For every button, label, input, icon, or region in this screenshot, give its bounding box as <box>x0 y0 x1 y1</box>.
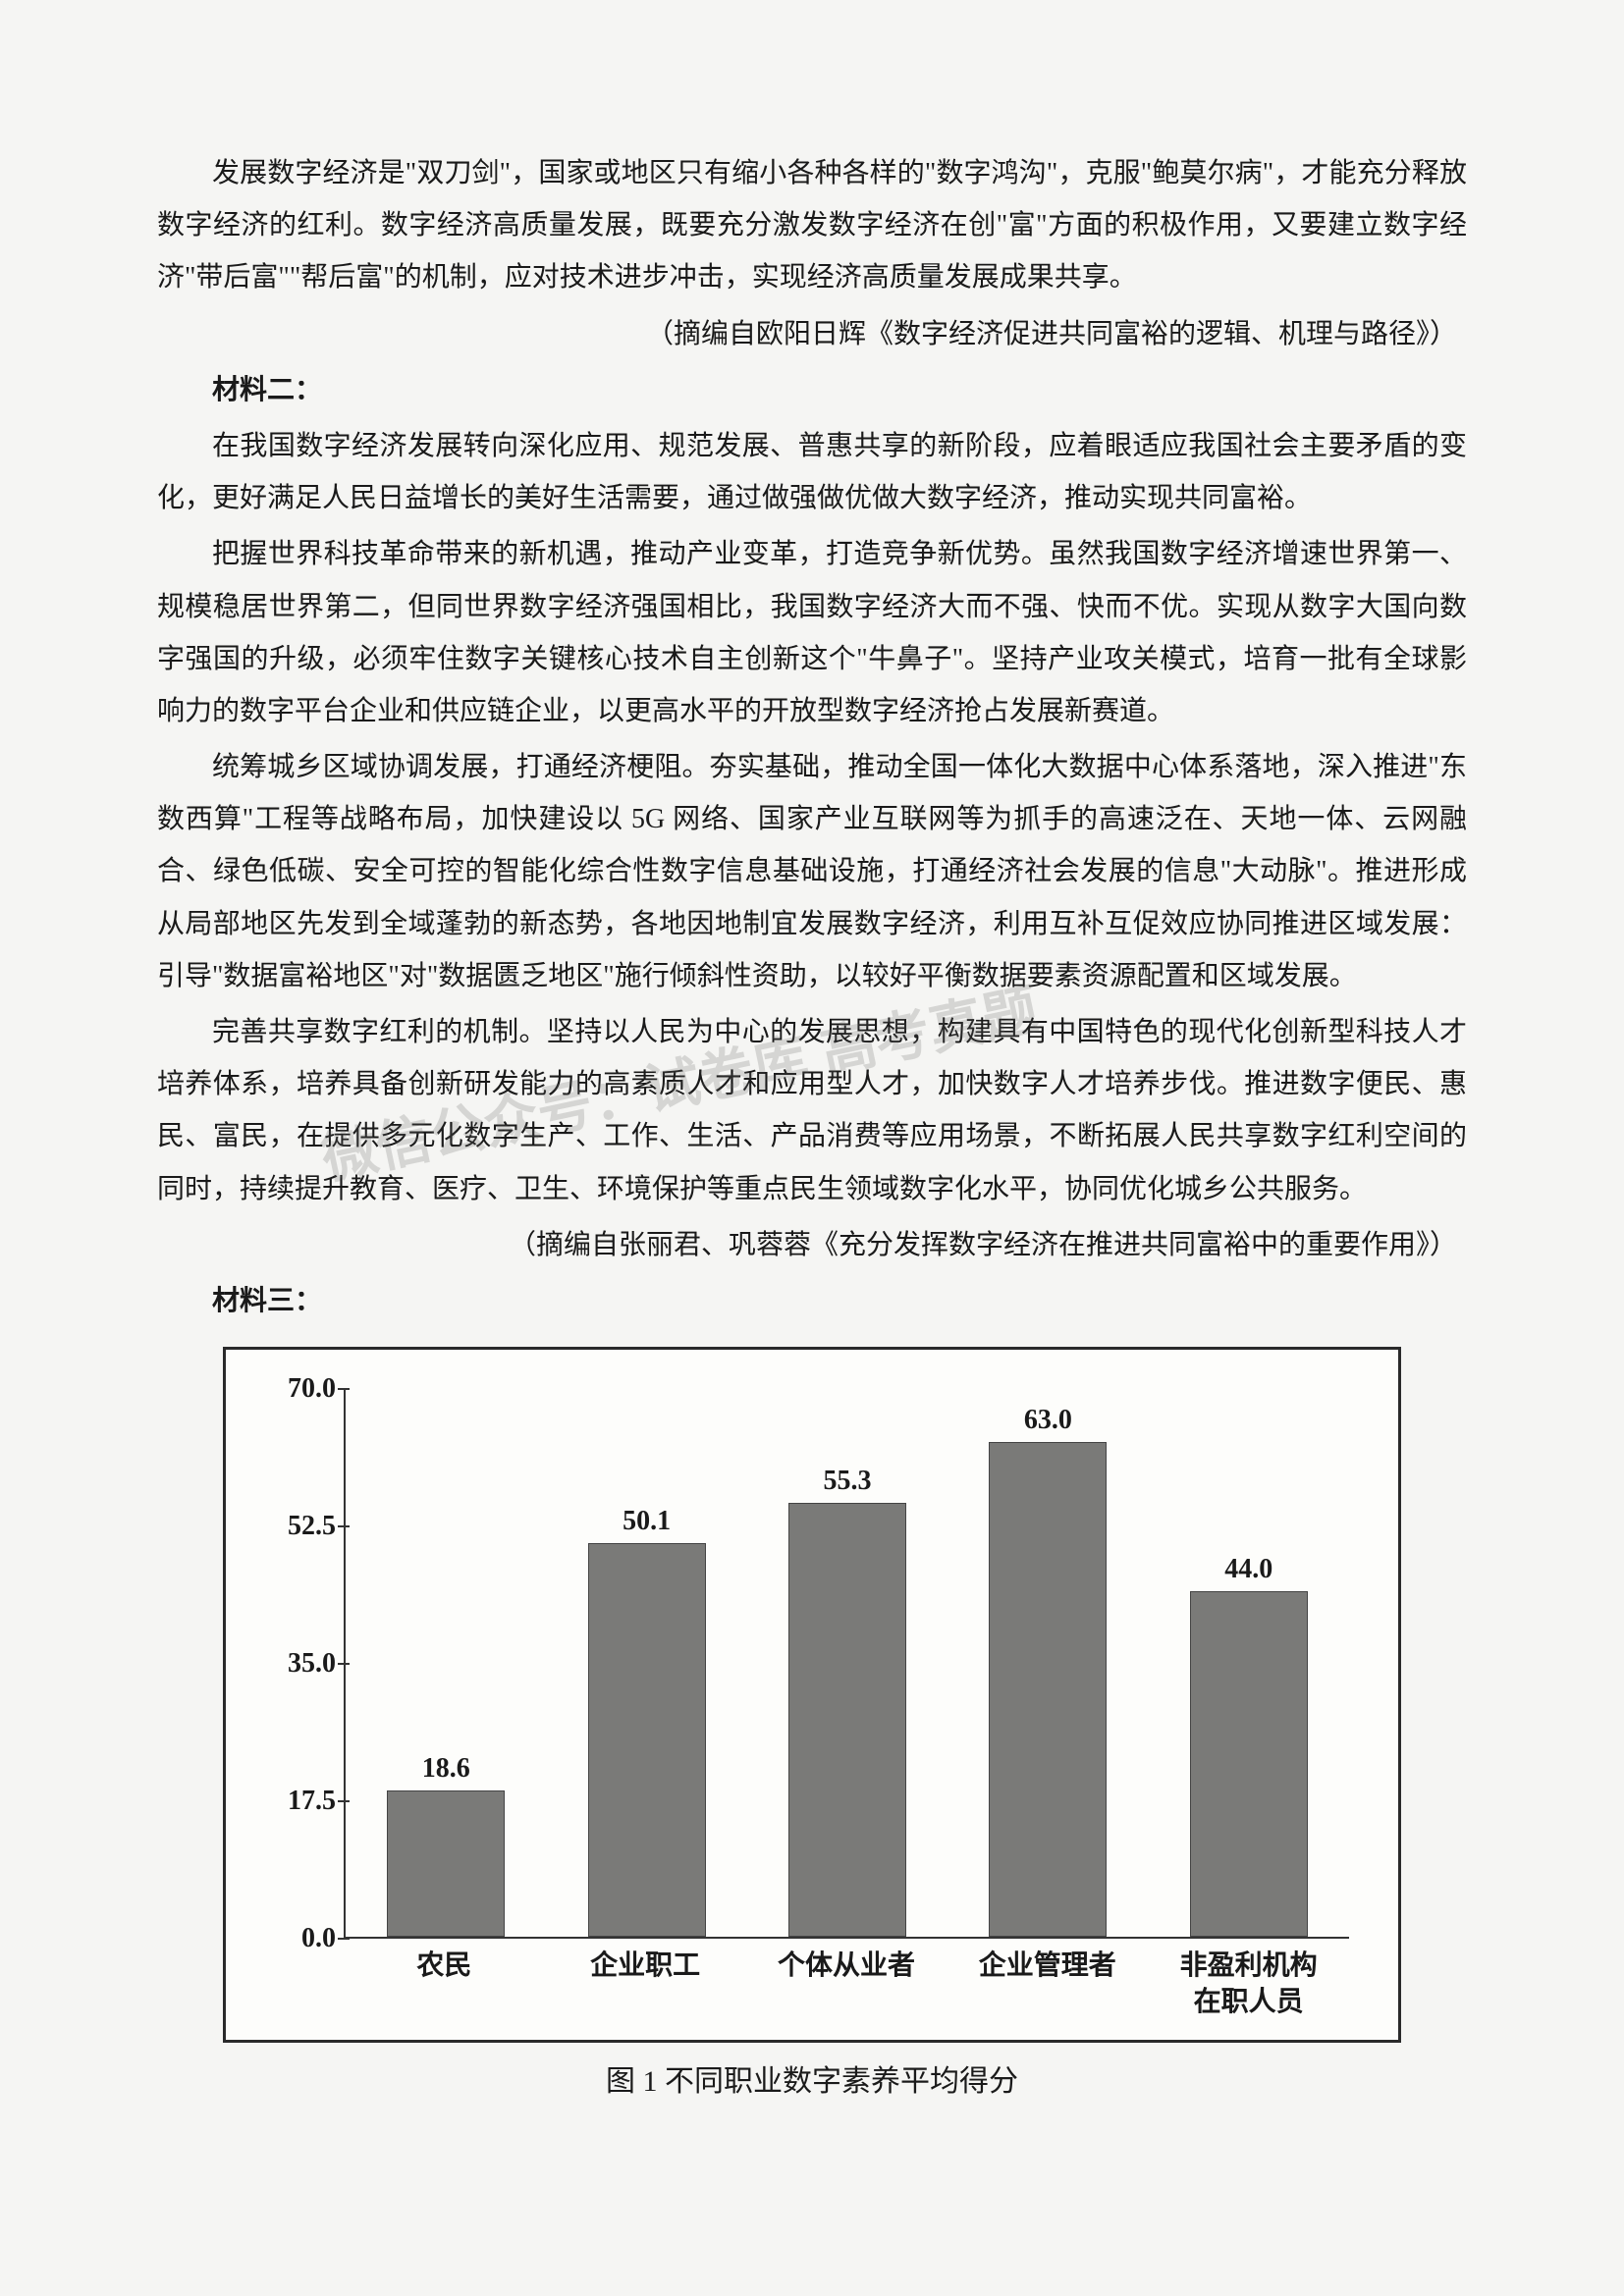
paragraph-2a: 在我国数字经济发展转向深化应用、规范发展、普惠共享的新阶段，应着眼适应我国社会主… <box>157 420 1467 524</box>
bar <box>588 1543 706 1937</box>
bar-value-label: 55.3 <box>779 1466 916 1497</box>
citation-2: （摘编自张丽君、巩蓉蓉《充分发挥数字经济在推进共同富裕中的重要作用》） <box>157 1219 1467 1271</box>
x-axis-labels: 农民企业职工个体从业者企业管理者非盈利机构在职人员 <box>344 1949 1349 2020</box>
paragraph-2c: 统筹城乡区域协调发展，打通经济梗阻。夯实基础，推动全国一体化大数据中心体系落地，… <box>157 741 1467 1002</box>
y-tick-label: 70.0 <box>257 1373 336 1405</box>
bar <box>788 1503 906 1937</box>
x-axis-label: 企业职工 <box>576 1949 714 2020</box>
bar-value-label: 44.0 <box>1180 1554 1318 1585</box>
bar <box>1190 1591 1308 1937</box>
y-tick-label: 35.0 <box>257 1648 336 1680</box>
bar-value-label: 50.1 <box>578 1506 716 1537</box>
bar-wrap: 50.1 <box>578 1543 716 1937</box>
paragraph-2b: 把握世界科技革命带来的新机遇，推动产业变革，打造竞争新优势。虽然我国数字经济增速… <box>157 528 1467 737</box>
chart-caption: 图 1 不同职业数字素养平均得分 <box>157 2056 1467 2100</box>
x-axis-label: 企业管理者 <box>979 1949 1116 2020</box>
x-axis-label: 农民 <box>375 1949 513 2020</box>
bar-chart-container: 18.6 50.1 55.3 63.0 44.0 0.0 17.5 35.0 52.5 70.0… <box>223 1347 1401 2043</box>
bar-wrap: 63.0 <box>979 1442 1116 1937</box>
bar <box>989 1442 1107 1937</box>
y-tick-mark <box>338 1800 350 1802</box>
chart-plot-area: 18.650.155.363.044.0 0.017.535.052.570.0 <box>344 1389 1349 1939</box>
bar-value-label: 18.6 <box>377 1753 514 1785</box>
citation-1: （摘编自欧阳日辉《数字经济促进共同富裕的逻辑、机理与路径》） <box>157 308 1467 360</box>
bar-wrap: 55.3 <box>779 1503 916 1937</box>
y-tick-mark <box>338 1938 350 1940</box>
y-tick-mark <box>338 1663 350 1665</box>
y-tick-label: 0.0 <box>257 1923 336 1954</box>
y-tick-label: 52.5 <box>257 1511 336 1542</box>
bar-wrap: 44.0 <box>1180 1591 1318 1937</box>
bar <box>387 1790 505 1937</box>
bars-group: 18.6 50.1 55.3 63.0 44.0 <box>346 1389 1349 1937</box>
y-tick-mark <box>338 1388 350 1390</box>
bar-value-label: 63.0 <box>979 1405 1116 1436</box>
paragraph-2d: 完善共享数字红利的机制。坚持以人民为中心的发展思想，构建具有中国特色的现代化创新… <box>157 1006 1467 1215</box>
section-header-2: 材料二： <box>157 364 1467 416</box>
paragraph-intro: 发展数字经济是"双刀剑"，国家或地区只有缩小各种各样的"数字鸿沟"，克服"鲍莫尔… <box>157 147 1467 304</box>
y-tick-label: 17.5 <box>257 1786 336 1817</box>
bar-wrap: 18.6 <box>377 1790 514 1937</box>
x-axis-label: 非盈利机构在职人员 <box>1180 1949 1318 2020</box>
y-tick-mark <box>338 1525 350 1527</box>
x-axis-label: 个体从业者 <box>778 1949 915 2020</box>
section-header-3: 材料三： <box>157 1275 1467 1327</box>
